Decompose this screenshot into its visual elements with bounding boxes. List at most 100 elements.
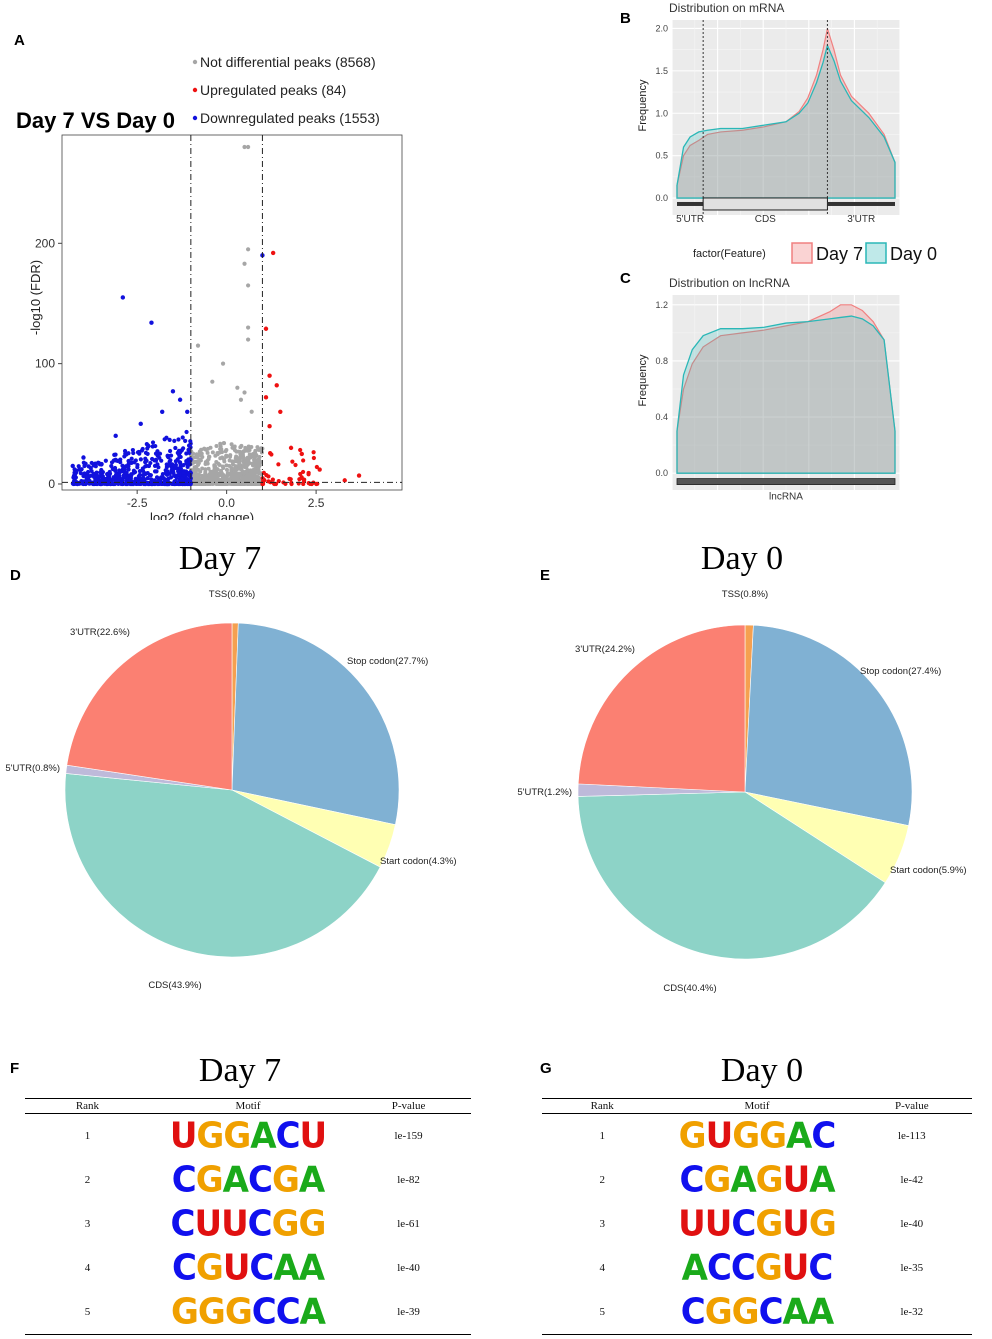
down-point (163, 481, 168, 487)
motif-letter: U (782, 1203, 810, 1245)
motif-letter: G (755, 1159, 784, 1201)
down-point (148, 460, 153, 466)
grey-point (234, 472, 239, 477)
motif-letter: G (732, 1115, 760, 1157)
rank-cell: 1 (84, 1130, 91, 1142)
motif-letter: A (298, 1159, 325, 1201)
down-point (126, 467, 131, 472)
grey-point (249, 409, 254, 414)
down-point (157, 455, 162, 460)
y-tick-label-0: 0 (48, 477, 55, 491)
down-point (109, 460, 115, 465)
up-point (306, 472, 311, 477)
down-point (167, 448, 173, 454)
x-tick-label-2: 2.5 (308, 496, 325, 510)
motif-logo: GUGGAC (678, 1115, 837, 1157)
y-tick-label-2: 200 (35, 236, 55, 250)
down-point (80, 481, 85, 486)
grey-point (238, 473, 243, 478)
down-point (113, 457, 118, 462)
grey-point (220, 361, 226, 366)
pie-label-3: CDS(40.4%) (663, 983, 716, 994)
up-point (356, 473, 362, 478)
down-point (150, 444, 155, 449)
down-point (82, 463, 87, 469)
down-point (168, 458, 173, 463)
up-point (267, 373, 272, 378)
utr3-bar (827, 201, 895, 206)
down-point (178, 466, 183, 471)
grey-point (210, 450, 215, 455)
down-point (175, 457, 180, 462)
up-point (266, 474, 271, 479)
motif-letter: G (195, 1247, 224, 1289)
grey-point (258, 471, 263, 476)
down-point (94, 481, 100, 487)
down-point (105, 472, 111, 477)
down-point (147, 481, 153, 487)
down-point (123, 451, 128, 456)
up-point (289, 480, 294, 485)
motif-letter: A (681, 1247, 708, 1289)
down-point (81, 473, 86, 479)
down-point (155, 481, 160, 486)
down-point (86, 464, 91, 469)
motif-letter: A (807, 1291, 834, 1333)
down-point (152, 469, 158, 474)
grey-point (245, 468, 250, 473)
pie-title-day7: Day 7 (178, 540, 262, 577)
pvalue-cell: le-40 (397, 1262, 420, 1274)
grey-point (217, 473, 222, 478)
down-point (184, 479, 189, 484)
down-point (76, 480, 81, 486)
rank-cell: 1 (599, 1130, 605, 1142)
motif-cell: GUGGAC (662, 1114, 851, 1159)
rank-cell: 5 (542, 1290, 663, 1335)
legend-key-day7 (791, 242, 813, 264)
grey-point (240, 481, 245, 486)
grey-point (246, 283, 251, 288)
down-point (172, 479, 177, 484)
down-point (167, 437, 172, 442)
grey-point (219, 450, 224, 455)
up-point (298, 447, 303, 453)
region-label-0: lncRNA (769, 492, 803, 500)
up-point (317, 467, 322, 472)
grey-point (214, 443, 219, 448)
down-point (126, 464, 131, 469)
pie-chart-day0: TSS(0.8%) Stop codon(27.4%) Start codon(5.… (517, 589, 966, 994)
down-point (147, 473, 152, 478)
grey-point (252, 455, 257, 460)
motif-letter: U (782, 1159, 811, 1201)
motif-letter: G (678, 1115, 707, 1157)
motif-letter: U (781, 1247, 810, 1289)
pie-slice-3 (64, 773, 381, 958)
up-point (263, 395, 269, 400)
grey-point (194, 452, 199, 457)
pvalue-cell: le-35 (900, 1262, 924, 1274)
up-point (273, 481, 279, 487)
motif-logo: UUCGUG (678, 1203, 837, 1245)
motif-letter: C (811, 1115, 836, 1157)
grey-point (199, 453, 204, 458)
header-row: Rank Motif P-value (542, 1098, 972, 1114)
table-row: 5 CGGCAA le-32 (542, 1290, 972, 1335)
pvalue-cell: le-40 (900, 1218, 924, 1230)
down-point (154, 475, 160, 480)
down-point (176, 480, 181, 485)
motif-letter: G (271, 1203, 300, 1245)
grey-point (249, 470, 254, 475)
down-point (150, 440, 156, 445)
down-point (95, 473, 100, 478)
motif-letter: C (706, 1247, 732, 1289)
table-row: 4 CGUCAA le-40 (25, 1246, 471, 1290)
header-row: Rank Motif P-value (25, 1098, 471, 1114)
motif-table-day0: Rank Motif P-value 1 GUGGAC le-113 2 CGAGUA le-4… (542, 1098, 972, 1335)
down-point (89, 460, 94, 466)
panel-label-c: C (620, 270, 631, 287)
table-row: 2 CGAGUA le-42 (542, 1158, 972, 1202)
pie-label-3: CDS(43.9%) (148, 980, 201, 991)
grey-point (257, 478, 262, 483)
legend-title: factor(Feature) (693, 248, 766, 260)
pie-label-1: Stop codon(27.4%) (860, 666, 941, 677)
